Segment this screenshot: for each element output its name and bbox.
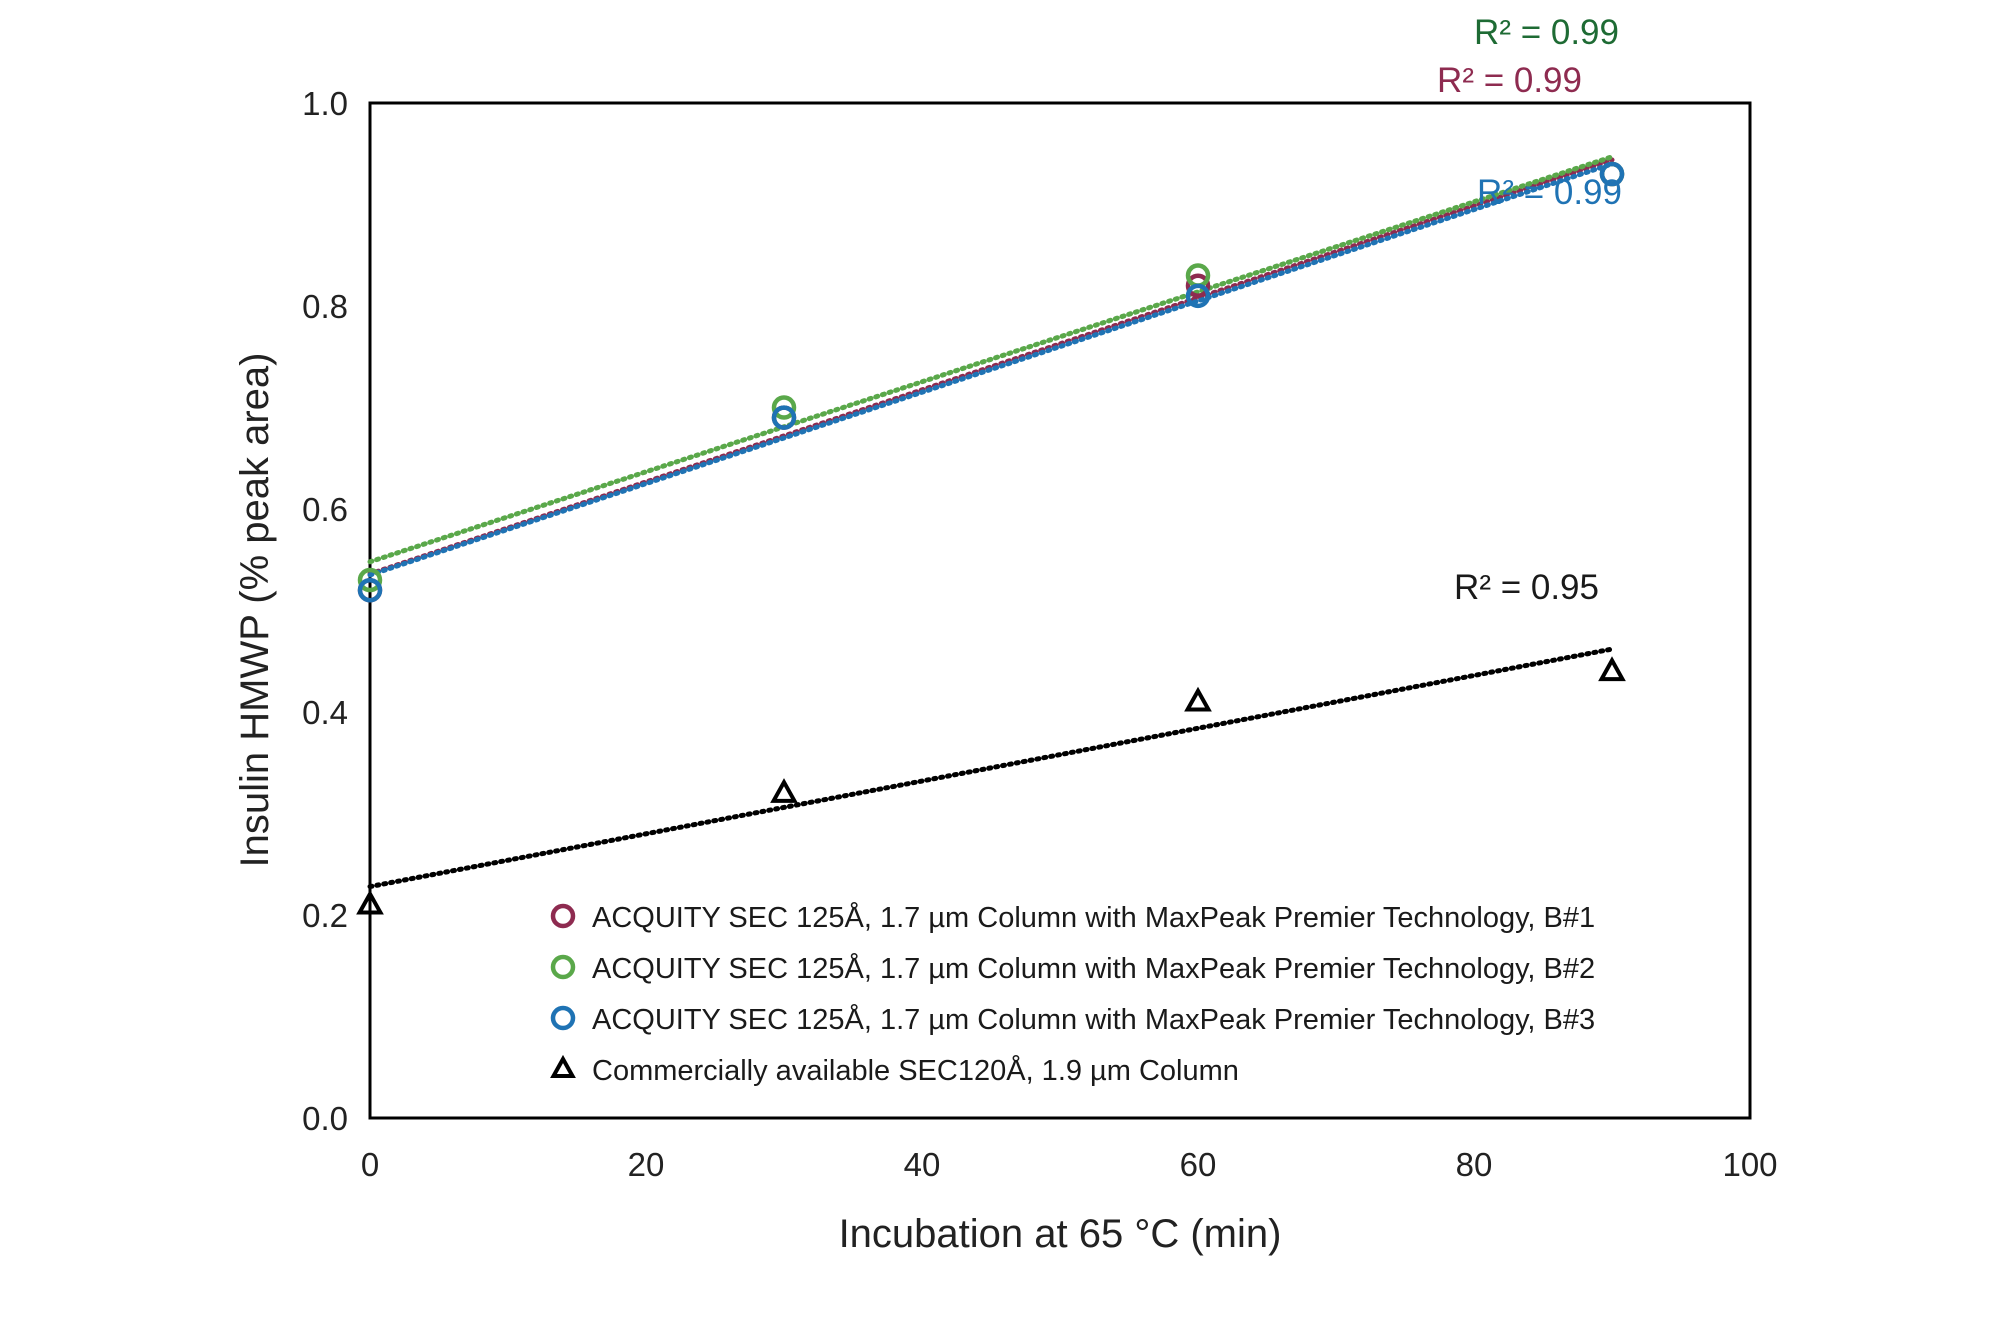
x-tick-label: 40 <box>904 1146 941 1183</box>
x-tick-label: 80 <box>1456 1146 1493 1183</box>
data-point-series-3 <box>357 577 383 603</box>
data-point-series-1 <box>1185 273 1211 298</box>
x-tick-label: 100 <box>1722 1146 1777 1183</box>
data-point-series-3 <box>1185 283 1211 309</box>
y-axis-title: Insulin HMWP (% peak area) <box>233 353 277 868</box>
y-tick-label: 0.8 <box>302 288 348 325</box>
legend-marker-circle <box>550 903 576 929</box>
x-tick-label: 60 <box>1180 1146 1217 1183</box>
r-squared-label-series-2: R² = 0.99 <box>1474 13 1619 52</box>
legend-marker-circle <box>550 1005 576 1031</box>
r-squared-label-series-1: R² = 0.99 <box>1437 61 1582 100</box>
y-tick-label: 0.2 <box>302 897 348 934</box>
legend-entry-label: ACQUITY SEC 125Å, 1.7 µm Column with Max… <box>592 952 1595 985</box>
x-axis: 0 20 40 60 80 100 <box>361 1146 1778 1183</box>
data-point-series-4 <box>770 778 798 803</box>
legend: ACQUITY SEC 125Å, 1.7 µm Column with Max… <box>550 901 1595 1087</box>
y-axis: 0.0 0.2 0.4 0.6 0.8 1.0 <box>302 85 348 1137</box>
data-point-series-2 <box>357 567 383 593</box>
trendline-series-4 <box>367 646 1615 890</box>
data-point-series-3 <box>1599 161 1625 187</box>
r-squared-label-series-4: R² = 0.95 <box>1454 568 1599 607</box>
data-point-series-4 <box>356 889 384 915</box>
legend-marker-triangle <box>550 1054 576 1078</box>
r-squared-label-series-3: R² = 0.99 <box>1477 173 1622 212</box>
data-point-series-4 <box>1184 686 1212 712</box>
r-squared-labels: R² = 0.99 R² = 0.99 R² = 0.99 R² = 0.95 <box>1437 13 1622 607</box>
data-point-series-3 <box>771 405 797 430</box>
plot-area <box>368 101 1752 1120</box>
data-point-series-4 <box>1598 656 1626 682</box>
y-tick-label: 0.4 <box>302 694 348 731</box>
legend-entry-label: ACQUITY SEC 125Å, 1.7 µm Column with Max… <box>592 1003 1595 1036</box>
y-tick-label: 1.0 <box>302 85 348 122</box>
y-tick-label: 0.6 <box>302 491 348 528</box>
trendline-series-2 <box>367 154 1615 565</box>
x-tick-label: 20 <box>628 1146 665 1183</box>
x-axis-title: Incubation at 65 °C (min) <box>839 1212 1282 1256</box>
legend-entry-label: Commercially available SEC120Å, 1.9 µm C… <box>592 1054 1239 1087</box>
data-markers <box>356 161 1626 915</box>
legend-marker-circle <box>550 954 576 980</box>
y-tick-label: 0.0 <box>302 1100 348 1137</box>
legend-entry-label: ACQUITY SEC 125Å, 1.7 µm Column with Max… <box>592 901 1595 934</box>
trendline-series-3 <box>367 161 1615 578</box>
data-point-series-2 <box>771 395 797 420</box>
trendlines <box>367 154 1615 890</box>
x-tick-label: 0 <box>361 1146 379 1183</box>
